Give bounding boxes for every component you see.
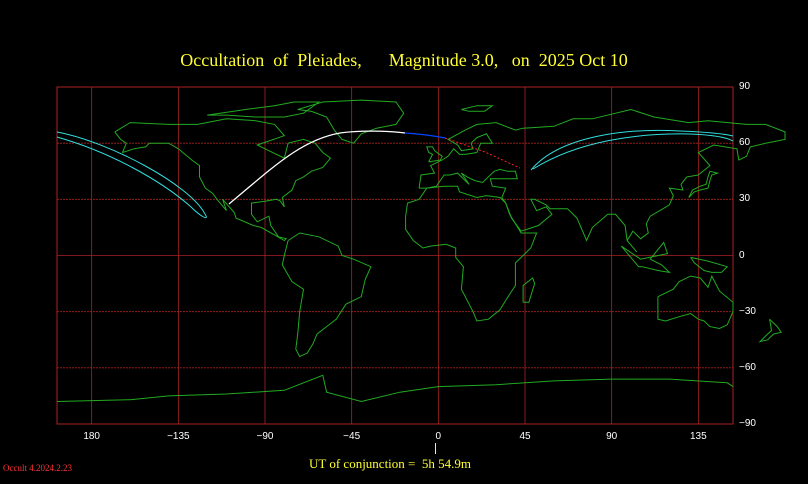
longitude-tick-label: −45 bbox=[343, 431, 361, 442]
longitude-tick-label: −135 bbox=[167, 431, 190, 442]
conjunction-tick bbox=[435, 443, 436, 454]
central-path-twilight bbox=[404, 132, 446, 139]
coastline-eurasia bbox=[418, 108, 786, 253]
limit-line-east bbox=[530, 129, 734, 171]
coastline-africa bbox=[405, 185, 538, 322]
coastline-south-america bbox=[281, 232, 372, 358]
occultation-paths bbox=[56, 129, 734, 219]
longitude-tick-label: 180 bbox=[83, 431, 100, 442]
coastlines bbox=[56, 99, 786, 403]
latitude-tick-label: −30 bbox=[739, 305, 756, 317]
longitude-tick-label: 135 bbox=[689, 431, 707, 442]
coastline-new-guinea bbox=[690, 256, 729, 273]
latitude-tick-label: 60 bbox=[739, 137, 751, 149]
coastline-north-america bbox=[114, 118, 332, 242]
ut-conjunction-label: UT of conjunction = 5h 54.9m bbox=[309, 456, 471, 471]
latitude-tick-label: 90 bbox=[739, 81, 751, 92]
latitude-tick-label: 30 bbox=[739, 193, 751, 205]
coastline-indonesia bbox=[620, 241, 671, 274]
coastline-uk bbox=[426, 146, 443, 163]
map-title: Occultation of Pleiades, Magnitude 3.0, … bbox=[180, 50, 628, 70]
coastline-japan bbox=[688, 170, 720, 198]
coastline-australia bbox=[657, 274, 734, 330]
coastline-madagascar bbox=[522, 277, 536, 303]
map-grid bbox=[56, 86, 734, 425]
latitude-tick-label: −60 bbox=[739, 361, 756, 373]
longitude-tick-label: 90 bbox=[606, 431, 618, 442]
coastline-svalbard bbox=[461, 105, 494, 112]
coastline-arctic-islands bbox=[207, 101, 321, 118]
longitude-tick-label: −90 bbox=[256, 431, 274, 442]
limit-line-west bbox=[56, 131, 207, 219]
latitude-tick-label: −90 bbox=[739, 418, 756, 429]
coastline-new-zealand bbox=[758, 318, 782, 343]
longitude-tick-label: 0 bbox=[435, 431, 442, 442]
central-path-daylight bbox=[228, 130, 406, 205]
central-path-predicted bbox=[444, 137, 521, 169]
latitude-tick-label: 0 bbox=[739, 249, 745, 261]
longitude-tick-label: 45 bbox=[519, 431, 531, 442]
coastline-antarctica bbox=[56, 374, 734, 403]
software-version: Occult 4.2024.2.23 bbox=[3, 463, 72, 473]
coastline-greenland bbox=[297, 99, 405, 144]
